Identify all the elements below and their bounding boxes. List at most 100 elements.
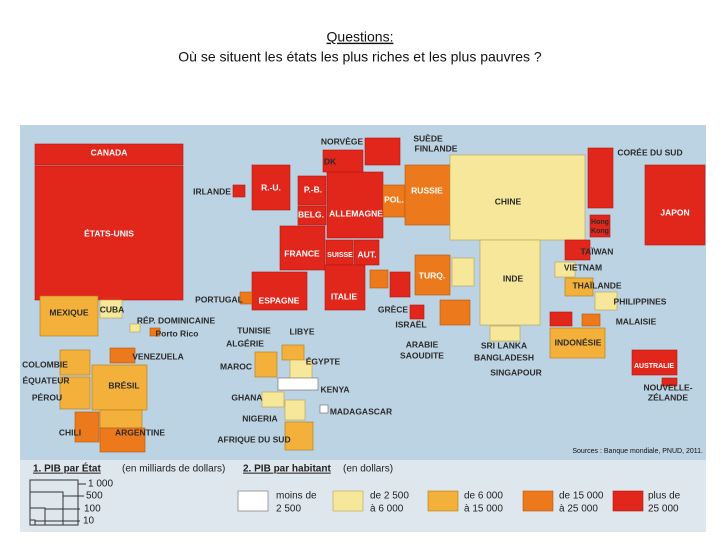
- label: Kong: [591, 228, 609, 235]
- label: ISRAËL: [395, 319, 426, 329]
- labels: CANADA ÉTATS-UNIS IRLANDE R.-U. NORVÈGE …: [22, 133, 693, 444]
- country-block: [239, 291, 253, 305]
- country-block: [277, 377, 319, 391]
- label: de 15 000: [559, 491, 604, 502]
- label: 1 000: [88, 479, 113, 490]
- country-block: [522, 490, 554, 512]
- country-block: [297, 175, 327, 206]
- label: INDONÉSIE: [555, 337, 602, 347]
- country-block: [74, 411, 100, 443]
- country-block: [581, 313, 601, 327]
- country-block: [409, 304, 425, 320]
- label: PORTUGAL: [195, 294, 243, 304]
- label: CHINE: [495, 196, 522, 206]
- label: RÉP. DOMINICAINE: [137, 315, 216, 325]
- country-block: [332, 490, 364, 512]
- label: RUSSIE: [411, 185, 443, 195]
- country-block: [29, 507, 46, 526]
- label: (en milliards de dollars): [122, 464, 225, 475]
- country-block: [91, 364, 148, 411]
- label: CANADA: [91, 147, 128, 157]
- label: ITALIE: [331, 291, 358, 301]
- label: SAOUDITE: [400, 350, 444, 360]
- label: Hong: [591, 219, 609, 226]
- country-block: [99, 409, 143, 429]
- country-block: [232, 184, 246, 198]
- country-block: [489, 325, 521, 342]
- country-block: [251, 271, 308, 311]
- label: CORÉE DU SUD: [617, 147, 682, 157]
- label: à 25 000: [559, 504, 598, 515]
- map: [20, 125, 706, 532]
- label: ARGENTINE: [115, 427, 165, 437]
- label: JAPON: [660, 207, 689, 217]
- country-block: [594, 291, 618, 311]
- label: ÉQUATEUR: [22, 375, 69, 385]
- label: BRÉSIL: [108, 380, 139, 390]
- country-block: [99, 299, 123, 319]
- country-block: [479, 239, 541, 326]
- label: 100: [84, 504, 101, 515]
- country-block: [319, 404, 329, 414]
- country-block: [451, 257, 475, 287]
- country-block: [369, 269, 389, 289]
- label: SUISSE: [327, 252, 353, 259]
- label: THAÏLANDE: [572, 280, 621, 290]
- country-block: [254, 351, 278, 378]
- label: TUNISIE: [237, 325, 271, 335]
- label: 2 500: [276, 504, 301, 515]
- label: CHILI: [59, 427, 81, 437]
- label: SINGAPOUR: [490, 367, 541, 377]
- label: TURQ.: [419, 270, 445, 280]
- label: PÉROU: [32, 392, 62, 402]
- country-block: [661, 377, 678, 387]
- label: CUBA: [100, 304, 125, 314]
- country-block: [389, 271, 411, 298]
- country-block: [427, 490, 459, 512]
- country-block: [353, 239, 380, 266]
- country-block: [549, 327, 606, 359]
- label: (en dollars): [343, 464, 393, 475]
- label: MALAISIE: [616, 316, 657, 326]
- label: Porto Rico: [156, 328, 199, 338]
- country-block: [59, 376, 91, 410]
- label: COLOMBIE: [22, 359, 68, 369]
- label: FRANCE: [284, 248, 320, 258]
- label: ÉGYPTE: [306, 356, 341, 366]
- country-block: [99, 427, 146, 453]
- country-block: [554, 261, 576, 278]
- label: ÉTATS-UNIS: [84, 228, 134, 238]
- country-block: [29, 519, 36, 526]
- label: LIBYE: [289, 326, 314, 336]
- country-block: [261, 391, 285, 408]
- label: NIGERIA: [242, 413, 277, 423]
- country-block: [439, 299, 471, 326]
- label: MADAGASCAR: [330, 406, 392, 416]
- label: 2. PIB par habitant: [243, 464, 331, 475]
- country-block: [631, 349, 678, 376]
- country-block: [364, 137, 401, 166]
- label: INDE: [503, 273, 524, 283]
- label: ALGÉRIE: [226, 338, 264, 348]
- label: DK: [324, 156, 337, 166]
- country-block: [644, 164, 706, 246]
- label: VENEZUELA: [132, 351, 183, 361]
- label: Où se situent les états les plus riches …: [178, 49, 542, 65]
- label: Sources : Banque mondiale, PNUD, 2011.: [572, 448, 703, 455]
- label: MEXIQUE: [49, 307, 89, 317]
- label: 500: [86, 491, 103, 502]
- label: BANGLADESH: [474, 352, 534, 362]
- label: NORVÈGE: [321, 136, 364, 146]
- label: AUT.: [358, 249, 377, 259]
- label: à 15 000: [464, 504, 503, 515]
- label: moins de: [276, 491, 317, 502]
- label: SUÈDE: [413, 133, 443, 143]
- label: de 6 000: [464, 491, 503, 502]
- label: BELG.: [298, 209, 324, 219]
- country-block: [281, 344, 305, 361]
- label: VIETNAM: [564, 262, 602, 272]
- label: FINLANDE: [415, 143, 458, 153]
- country-block: [325, 239, 354, 266]
- country-block: [612, 490, 644, 512]
